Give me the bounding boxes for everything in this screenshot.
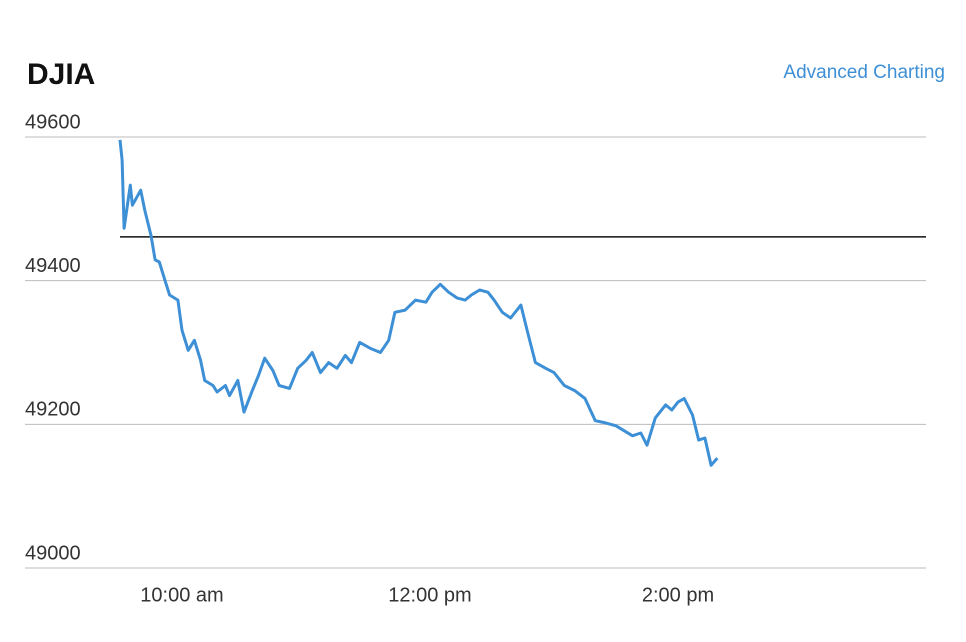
y-tick-label: 49400 [25, 255, 81, 277]
x-tick-label: 10:00 am [140, 584, 223, 606]
x-tick-label: 12:00 pm [388, 584, 471, 606]
chart-title: DJIA [27, 58, 95, 91]
y-tick-label: 49000 [25, 542, 81, 564]
x-tick-label: 2:00 pm [642, 584, 714, 606]
y-tick-label: 49600 [25, 111, 81, 133]
y-tick-label: 49200 [25, 399, 81, 421]
advanced-charting-link[interactable]: Advanced Charting [783, 62, 945, 83]
price-line [118, 139, 719, 467]
